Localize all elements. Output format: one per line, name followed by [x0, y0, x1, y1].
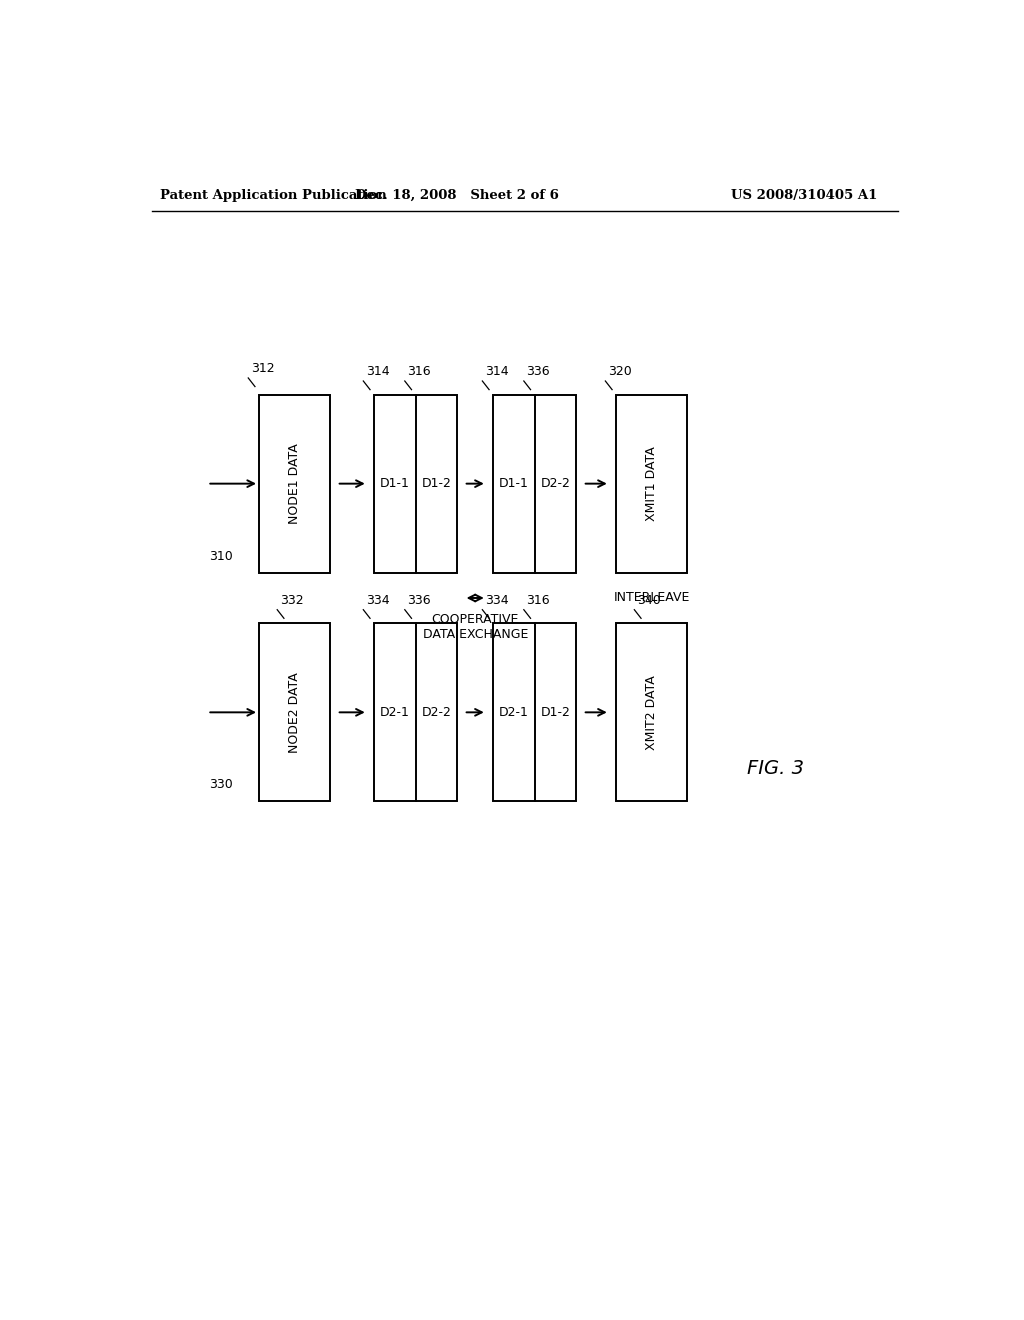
- Bar: [494, 395, 577, 573]
- Bar: [259, 395, 331, 573]
- Text: 332: 332: [280, 594, 303, 607]
- Text: NODE2 DATA: NODE2 DATA: [288, 672, 301, 752]
- Text: COOPERATIVE
DATA EXCHANGE: COOPERATIVE DATA EXCHANGE: [423, 614, 528, 642]
- Text: D1-2: D1-2: [541, 706, 570, 719]
- Bar: [259, 623, 331, 801]
- Bar: [374, 623, 458, 801]
- Text: D1-1: D1-1: [499, 477, 528, 490]
- Text: Patent Application Publication: Patent Application Publication: [160, 189, 386, 202]
- Text: US 2008/310405 A1: US 2008/310405 A1: [731, 189, 878, 202]
- Text: D1-2: D1-2: [422, 477, 452, 490]
- Text: XMIT1 DATA: XMIT1 DATA: [645, 446, 658, 521]
- Text: XMIT2 DATA: XMIT2 DATA: [645, 675, 658, 750]
- Text: 336: 336: [408, 594, 431, 607]
- Text: 340: 340: [637, 594, 660, 607]
- Text: D2-2: D2-2: [541, 477, 570, 490]
- Text: 316: 316: [526, 594, 550, 607]
- Text: 330: 330: [209, 779, 232, 792]
- Bar: [616, 395, 687, 573]
- Text: 310: 310: [209, 549, 232, 562]
- Text: 334: 334: [366, 594, 389, 607]
- Text: 316: 316: [408, 364, 431, 378]
- Text: D2-1: D2-1: [499, 706, 528, 719]
- Text: INTERLEAVE: INTERLEAVE: [613, 591, 690, 605]
- Text: 314: 314: [366, 364, 389, 378]
- Bar: [494, 623, 577, 801]
- Text: 334: 334: [484, 594, 508, 607]
- Bar: [616, 623, 687, 801]
- Text: 320: 320: [607, 364, 632, 378]
- Text: D1-1: D1-1: [380, 477, 410, 490]
- Text: 312: 312: [251, 362, 274, 375]
- Text: NODE1 DATA: NODE1 DATA: [288, 444, 301, 524]
- Text: D2-2: D2-2: [422, 706, 452, 719]
- Text: Dec. 18, 2008   Sheet 2 of 6: Dec. 18, 2008 Sheet 2 of 6: [355, 189, 559, 202]
- Text: FIG. 3: FIG. 3: [748, 759, 804, 777]
- Text: 336: 336: [526, 364, 550, 378]
- Text: 314: 314: [484, 364, 508, 378]
- Text: D2-1: D2-1: [380, 706, 410, 719]
- Bar: [374, 395, 458, 573]
